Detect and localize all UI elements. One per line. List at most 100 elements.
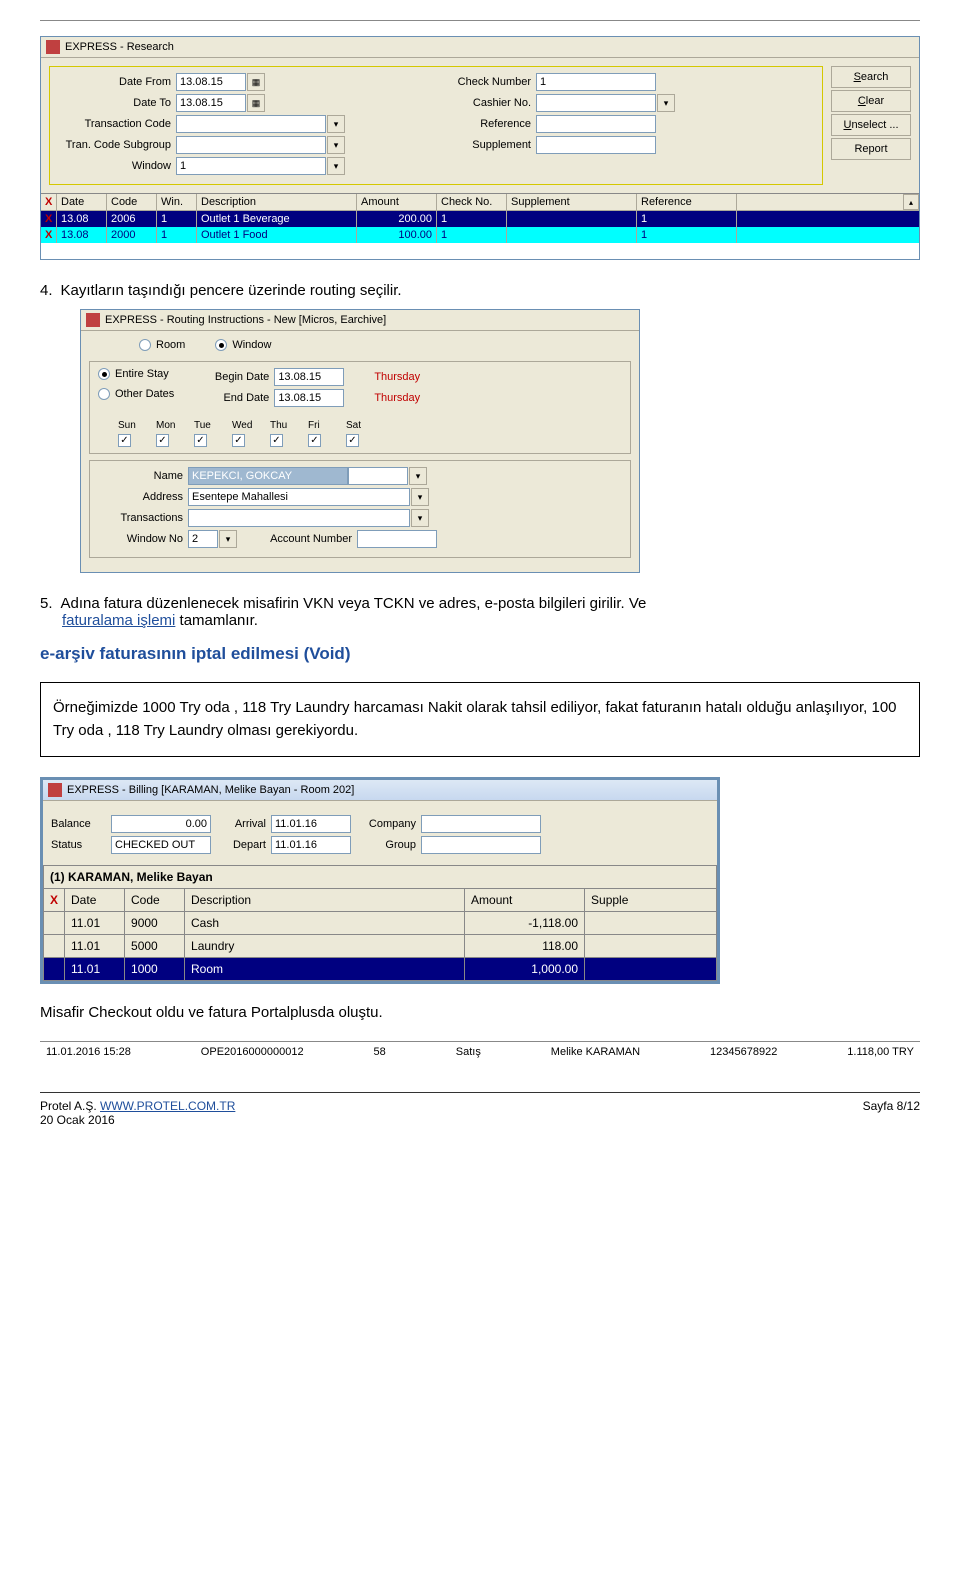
day-checkbox[interactable] <box>118 434 131 447</box>
balance-input <box>111 815 211 833</box>
row-code: 2006 <box>107 211 157 227</box>
trans-code-input[interactable] <box>176 115 326 133</box>
unselect-button[interactable]: Unselect ... <box>831 114 911 136</box>
arrival-input <box>271 815 351 833</box>
entire-stay-radio[interactable]: Entire Stay <box>98 368 174 380</box>
row-supp <box>507 227 637 243</box>
side-buttons: Search Clear Unselect ... Report <box>831 66 911 185</box>
col-desc: Description <box>197 194 357 210</box>
col-check: Check No. <box>437 194 507 210</box>
window-no-input[interactable] <box>188 530 218 548</box>
trans-code-label: Transaction Code <box>56 118 176 130</box>
billing-window: EXPRESS - Billing [KARAMAN, Melike Bayan… <box>40 777 720 984</box>
date-to-input[interactable] <box>176 94 246 112</box>
billing-row[interactable]: 11.01 9000 Cash -1,118.00 <box>44 912 717 935</box>
calendar-icon[interactable]: ▦ <box>247 94 265 112</box>
trans-subgroup-input[interactable] <box>176 136 326 154</box>
check-no-input[interactable] <box>536 73 656 91</box>
col-x: X <box>41 194 57 210</box>
step-5-text: 5.Adına fatura düzenlenecek misafirin VK… <box>40 595 920 629</box>
report-button[interactable]: Report <box>831 138 911 160</box>
name-input[interactable] <box>188 467 348 485</box>
group-input <box>421 836 541 854</box>
row-x: X <box>41 227 57 243</box>
status-input <box>111 836 211 854</box>
name-suffix-input[interactable] <box>348 467 408 485</box>
begin-date-input[interactable] <box>274 368 344 386</box>
row-supp <box>507 211 637 227</box>
row-ref: 1 <box>637 211 737 227</box>
check-no-label: Check Number <box>436 76 536 88</box>
grid-row[interactable]: X 13.08 2006 1 Outlet 1 Beverage 200.00 … <box>41 211 919 227</box>
row-amount: 100.00 <box>357 227 437 243</box>
row-x: X <box>41 211 57 227</box>
room-radio[interactable]: Room <box>139 339 185 351</box>
end-date-label: End Date <box>194 392 274 404</box>
row-desc: Outlet 1 Beverage <box>197 211 357 227</box>
billing-link[interactable]: faturalama işlemi <box>62 612 175 629</box>
row-check: 1 <box>437 227 507 243</box>
col-date: Date <box>57 194 107 210</box>
trans-subgroup-label: Tran. Code Subgroup <box>56 139 176 151</box>
row-date: 13.08 <box>57 227 107 243</box>
day-checkbox[interactable] <box>232 434 245 447</box>
day-checkbox[interactable] <box>194 434 207 447</box>
th-date: Date <box>65 889 125 912</box>
research-titlebar: EXPRESS - Research <box>41 37 919 58</box>
status-label: Status <box>51 839 111 851</box>
dropdown-icon[interactable]: ▾ <box>409 467 427 485</box>
transactions-input[interactable] <box>188 509 410 527</box>
day-checkbox[interactable] <box>308 434 321 447</box>
row-date: 13.08 <box>57 211 107 227</box>
day-checkbox[interactable] <box>346 434 359 447</box>
routing-titlebar: EXPRESS - Routing Instructions - New [Mi… <box>81 310 639 331</box>
cashier-no-label: Cashier No. <box>436 97 536 109</box>
other-dates-radio[interactable]: Other Dates <box>98 388 174 400</box>
company-label: Company <box>351 818 421 830</box>
account-no-label: Account Number <box>237 533 357 545</box>
dropdown-icon[interactable]: ▾ <box>327 157 345 175</box>
dropdown-icon[interactable]: ▾ <box>411 509 429 527</box>
scroll-up-icon[interactable]: ▴ <box>903 194 919 210</box>
footer-page: Sayfa 8/12 <box>863 1099 920 1127</box>
reference-input[interactable] <box>536 115 656 133</box>
day-name: Thursday <box>374 392 420 404</box>
address-input[interactable] <box>188 488 410 506</box>
account-no-input[interactable] <box>357 530 437 548</box>
app-icon <box>48 783 62 797</box>
dropdown-icon[interactable]: ▾ <box>219 530 237 548</box>
day-checkbox[interactable] <box>270 434 283 447</box>
row-win: 1 <box>157 227 197 243</box>
arrival-label: Arrival <box>211 818 271 830</box>
transactions-label: Transactions <box>98 512 188 524</box>
window-input[interactable] <box>176 157 326 175</box>
checkout-text: Misafir Checkout oldu ve fatura Portalpl… <box>40 1004 920 1021</box>
clear-button[interactable]: Clear <box>831 90 911 112</box>
reference-label: Reference <box>436 118 536 130</box>
dropdown-icon[interactable]: ▾ <box>411 488 429 506</box>
billing-row-selected[interactable]: 11.01 1000 Room 1,000.00 <box>44 958 717 981</box>
search-button[interactable]: Search <box>831 66 911 88</box>
day-checkbox[interactable] <box>156 434 169 447</box>
date-to-label: Date To <box>56 97 176 109</box>
calendar-icon[interactable]: ▦ <box>247 73 265 91</box>
step-4-text: 4.Kayıtların taşındığı pencere üzerinde … <box>40 282 920 299</box>
dropdown-icon[interactable]: ▾ <box>327 115 345 133</box>
billing-row[interactable]: 11.01 5000 Laundry 118.00 <box>44 935 717 958</box>
window-radio[interactable]: Window <box>215 339 271 351</box>
end-date-input[interactable] <box>274 389 344 407</box>
row-win: 1 <box>157 211 197 227</box>
row-check: 1 <box>437 211 507 227</box>
supplement-input[interactable] <box>536 136 656 154</box>
dropdown-icon[interactable]: ▾ <box>327 136 345 154</box>
date-from-input[interactable] <box>176 73 246 91</box>
dropdown-icon[interactable]: ▾ <box>657 94 675 112</box>
company-input <box>421 815 541 833</box>
footer-link[interactable]: WWW.PROTEL.COM.TR <box>100 1099 235 1113</box>
col-code: Code <box>107 194 157 210</box>
billing-tab[interactable]: (1) KARAMAN, Melike Bayan <box>43 865 717 888</box>
grid-row[interactable]: X 13.08 2000 1 Outlet 1 Food 100.00 1 1 <box>41 227 919 243</box>
cashier-no-input[interactable] <box>536 94 656 112</box>
footer-date: 20 Ocak 2016 <box>40 1113 115 1127</box>
research-window: EXPRESS - Research Date From ▦ Date To ▦ <box>40 36 920 260</box>
